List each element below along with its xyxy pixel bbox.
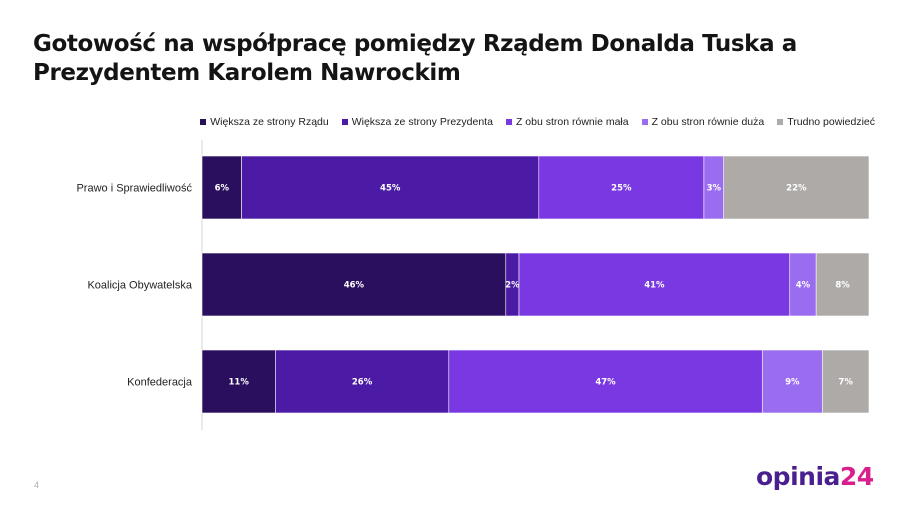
legend-swatch: [777, 119, 784, 125]
data-label: 6%: [215, 184, 230, 194]
logo-number: 24: [839, 462, 874, 491]
chart-legend: Większa ze strony Rządu Większa ze strony…: [200, 116, 875, 128]
data-label: 8%: [835, 281, 850, 291]
bar-segment: [241, 155, 540, 220]
legend-label: Trudno powiedzieć: [787, 116, 875, 128]
logo-text: opinia: [756, 462, 840, 491]
data-label: 46%: [344, 281, 365, 291]
bar-segment: [822, 349, 870, 414]
legend-item: Trudno powiedzieć: [777, 116, 875, 128]
data-label: 3%: [707, 184, 722, 194]
data-label: 2%: [505, 281, 520, 291]
data-label: 9%: [785, 378, 800, 388]
bar-segment: [201, 155, 242, 220]
legend-item: Większa ze strony Prezydenta: [341, 116, 493, 128]
legend-label: Z obu stron równie mała: [515, 116, 629, 128]
legend-item: Większa ze strony Rządu: [200, 116, 329, 128]
bar-segment: [518, 252, 791, 317]
bar-segment: [815, 252, 870, 317]
legend-item: Z obu stron równie duża: [641, 116, 765, 128]
bar-segment: [201, 349, 276, 414]
data-label: 26%: [352, 378, 373, 388]
page-number: 4: [34, 480, 40, 490]
legend-label: Większa ze strony Rządu: [210, 116, 329, 128]
data-label: 22%: [786, 184, 807, 194]
category-label: Konfederacja: [127, 377, 193, 389]
chart-title: Gotowość na współpracę pomiędzy Rządem D…: [33, 31, 797, 86]
data-label: 7%: [838, 378, 853, 388]
bar-segment: [723, 155, 870, 220]
bar-segment: [201, 252, 507, 317]
data-label: 41%: [644, 281, 665, 291]
legend-swatch: [641, 119, 648, 125]
data-label: 45%: [380, 184, 401, 194]
bar-segment: [789, 252, 817, 317]
data-label: 47%: [595, 378, 616, 388]
legend-swatch: [200, 119, 207, 125]
category-label: Prawo i Sprawiedliwość: [76, 183, 192, 195]
data-label: 25%: [611, 184, 632, 194]
legend-label: Większa ze strony Prezydenta: [351, 116, 493, 128]
legend-label: Z obu stron równie duża: [651, 116, 765, 128]
opinia24-logo: opinia24: [756, 462, 874, 491]
category-label: Koalicja Obywatelska: [87, 280, 192, 292]
bar-segment: [538, 155, 705, 220]
legend-swatch: [505, 119, 512, 125]
legend-swatch: [341, 119, 348, 125]
data-label: 11%: [229, 378, 250, 388]
bar-segment: [448, 349, 763, 414]
data-label: 4%: [796, 281, 811, 291]
bar-segment: [761, 349, 823, 414]
legend-item: Z obu stron równie mała: [505, 116, 629, 128]
bar-segment: [275, 349, 450, 414]
